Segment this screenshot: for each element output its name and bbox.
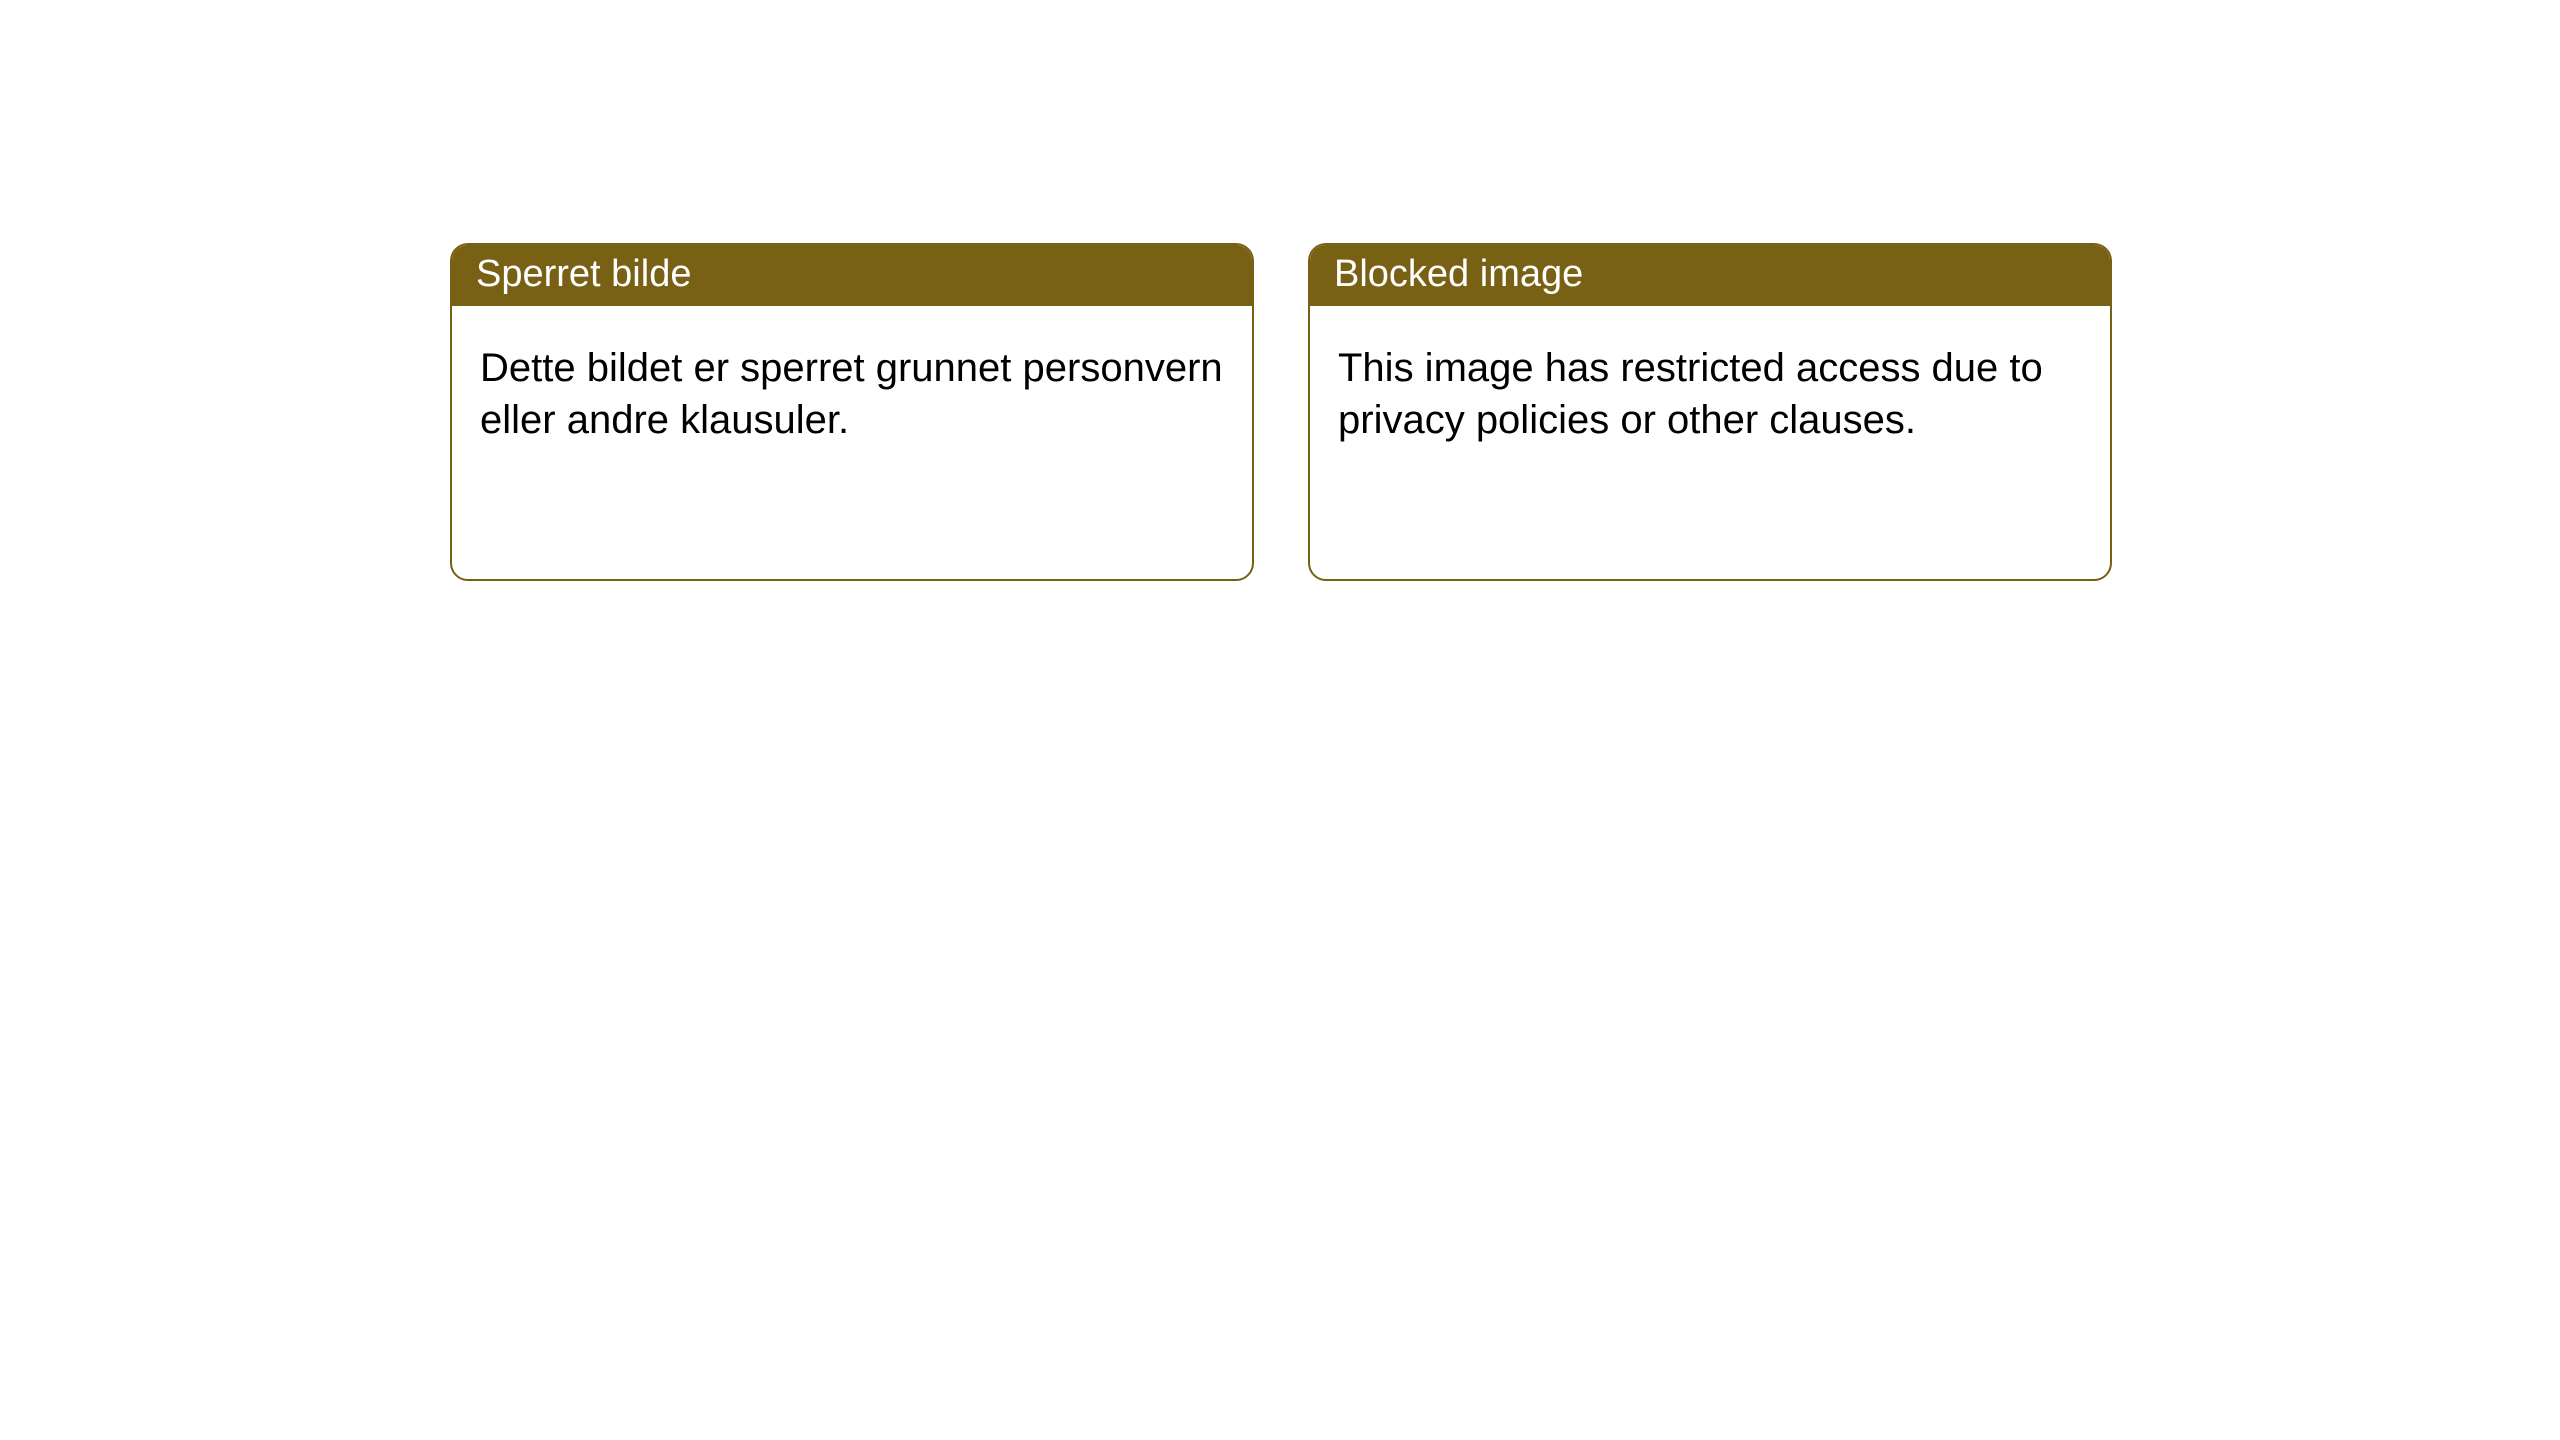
notice-title-no: Sperret bilde [452, 245, 1252, 306]
notice-title-en: Blocked image [1310, 245, 2110, 306]
notice-container: Sperret bilde Dette bildet er sperret gr… [0, 0, 2560, 581]
notice-card-en: Blocked image This image has restricted … [1308, 243, 2112, 581]
notice-body-en: This image has restricted access due to … [1310, 306, 2110, 474]
notice-body-no: Dette bildet er sperret grunnet personve… [452, 306, 1252, 474]
notice-card-no: Sperret bilde Dette bildet er sperret gr… [450, 243, 1254, 581]
